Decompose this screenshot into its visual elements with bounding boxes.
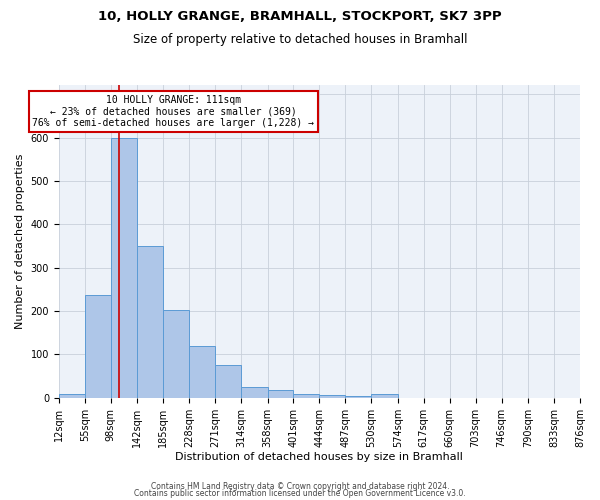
Text: Size of property relative to detached houses in Bramhall: Size of property relative to detached ho… bbox=[133, 32, 467, 46]
Text: Contains public sector information licensed under the Open Government Licence v3: Contains public sector information licen… bbox=[134, 488, 466, 498]
Bar bbox=[59, 394, 85, 398]
Bar bbox=[319, 395, 346, 398]
Y-axis label: Number of detached properties: Number of detached properties bbox=[15, 154, 25, 330]
Bar bbox=[215, 366, 241, 398]
Bar bbox=[85, 294, 110, 398]
Bar bbox=[110, 138, 137, 398]
Bar bbox=[163, 310, 189, 398]
Text: 10, HOLLY GRANGE, BRAMHALL, STOCKPORT, SK7 3PP: 10, HOLLY GRANGE, BRAMHALL, STOCKPORT, S… bbox=[98, 10, 502, 23]
Bar bbox=[346, 396, 371, 398]
Bar bbox=[137, 246, 163, 398]
Bar bbox=[189, 346, 215, 398]
Bar bbox=[371, 394, 398, 398]
Bar bbox=[268, 390, 293, 398]
Bar bbox=[241, 387, 268, 398]
Bar bbox=[293, 394, 319, 398]
Text: 10 HOLLY GRANGE: 111sqm
← 23% of detached houses are smaller (369)
76% of semi-d: 10 HOLLY GRANGE: 111sqm ← 23% of detache… bbox=[32, 95, 314, 128]
Text: Contains HM Land Registry data © Crown copyright and database right 2024.: Contains HM Land Registry data © Crown c… bbox=[151, 482, 449, 491]
X-axis label: Distribution of detached houses by size in Bramhall: Distribution of detached houses by size … bbox=[175, 452, 463, 462]
